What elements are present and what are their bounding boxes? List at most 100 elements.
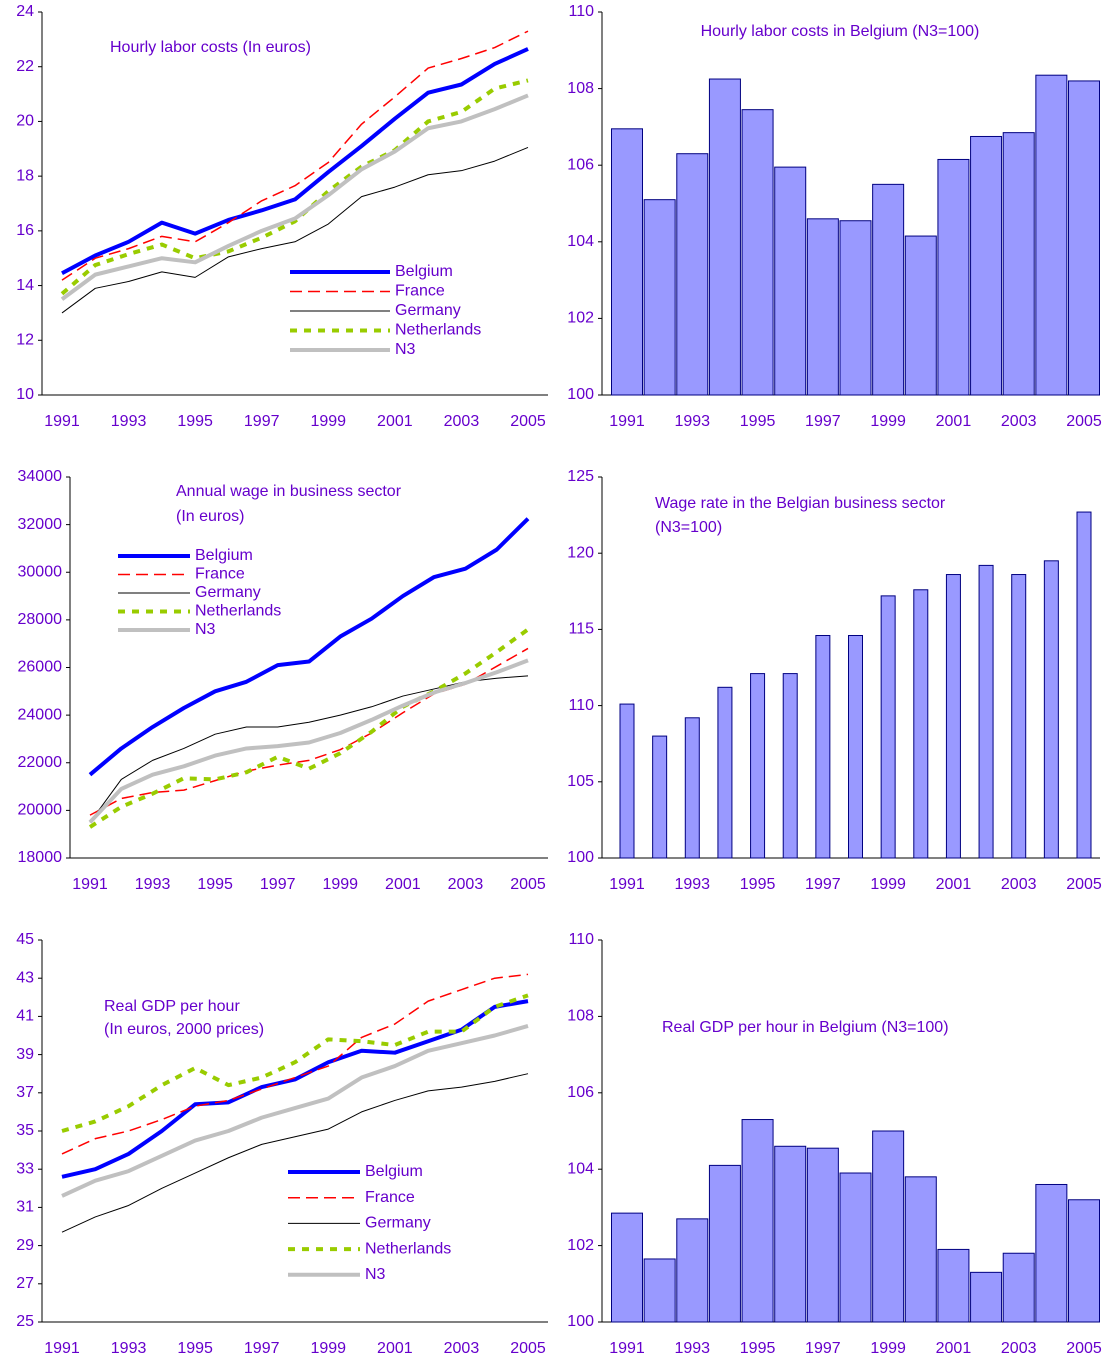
x-tick-label: 1993 [674,876,710,893]
x-tick-label: 1993 [111,413,147,430]
x-tick-label: 1997 [260,876,296,893]
y-tick-label: 45 [16,931,34,948]
bar [872,183,905,396]
bar [872,1130,905,1323]
line-series [61,47,529,276]
y-tick-label: 28000 [18,611,63,628]
y-tick-label: 100 [567,1313,594,1330]
bar [1068,1199,1100,1323]
x-tick-label: 2003 [444,1340,480,1357]
y-tick-label: 18 [16,167,34,184]
y-tick-label: 16 [16,222,34,239]
chart-title: (In euros, 2000 prices) [104,1021,264,1038]
line-series [88,627,530,829]
y-tick-label: 41 [16,1008,34,1025]
y-tick-label: 22 [16,58,34,75]
bar [937,158,970,396]
bar [1002,1252,1035,1323]
chart-title: Annual wage in business sector [176,483,402,500]
y-tick-label: 12 [16,332,34,349]
bar [782,673,798,859]
bar [806,1147,839,1323]
bar [839,1172,872,1323]
y-tick-label: 104 [567,1160,594,1177]
bar [839,220,872,396]
x-tick-label: 1995 [177,1340,213,1357]
legend-label: France [195,566,245,583]
y-tick-label: 35 [16,1122,34,1139]
x-tick-label: 1995 [740,876,776,893]
y-tick-label: 20 [16,113,34,130]
bar [652,735,668,859]
x-tick-label: 1995 [740,413,776,430]
y-tick-label: 30000 [18,563,63,580]
bar [708,78,741,396]
x-tick-label: 1991 [609,876,645,893]
y-tick-label: 100 [567,386,594,403]
y-tick-label: 108 [567,1008,594,1025]
y-tick-label: 110 [568,3,594,20]
y-tick-label: 10 [16,386,34,403]
y-tick-label: 43 [16,969,34,986]
y-tick-label: 29 [16,1237,34,1254]
bar [774,1145,807,1323]
x-tick-label: 2003 [444,413,480,430]
x-tick-label: 2003 [1001,413,1037,430]
line-series [61,993,529,1133]
x-tick-label: 2001 [377,413,413,430]
chart-title: Hourly labor costs in Belgium (N3=100) [701,23,980,40]
legend-label: Germany [365,1215,431,1232]
x-tick-label: 1991 [44,1340,80,1357]
x-tick-label: 1991 [609,1340,645,1357]
chart-title: Hourly labor costs (In euros) [110,39,311,56]
x-tick-label: 1995 [740,1340,776,1357]
bar [611,1212,643,1323]
y-tick-label: 33 [16,1160,34,1177]
x-tick-label: 2005 [510,1340,546,1357]
line-series [88,658,529,824]
y-tick-label: 120 [567,544,594,561]
bar [945,574,961,859]
x-tick-label: 2003 [1001,1340,1037,1357]
bar [774,166,807,396]
x-tick-label: 1999 [870,413,906,430]
y-tick-label: 102 [567,1237,594,1254]
y-tick-label: 39 [16,1046,34,1063]
chart-title: (In euros) [176,508,244,525]
bar [970,135,1003,396]
y-tick-label: 110 [568,931,594,948]
legend-label: France [365,1189,415,1206]
bar [741,109,774,396]
legend-label: N3 [195,621,216,638]
x-tick-label: 1997 [805,1340,841,1357]
chart-title: Real GDP per hour in Belgium (N3=100) [662,1019,949,1036]
x-tick-label: 2001 [936,876,972,893]
bar [1076,511,1092,859]
bar [848,634,863,859]
chart-title: Real GDP per hour [104,998,240,1015]
bar [913,589,929,859]
line-series [61,973,529,1155]
x-tick-label: 1999 [322,876,358,893]
y-tick-label: 27 [16,1275,34,1292]
x-tick-label: 2005 [1066,876,1102,893]
bar [741,1119,774,1323]
x-tick-label: 1991 [609,413,645,430]
bar [619,703,635,859]
x-tick-label: 2001 [385,876,421,893]
x-tick-label: 1993 [674,1340,710,1357]
x-tick-label: 1993 [111,1340,147,1357]
line-series [60,78,529,296]
y-tick-label: 105 [567,773,594,790]
bar [643,1258,676,1323]
x-tick-label: 1997 [805,413,841,430]
bar [1043,560,1059,859]
x-tick-label: 2003 [1001,876,1037,893]
x-tick-label: 1999 [310,1340,346,1357]
y-tick-label: 14 [16,277,34,294]
y-tick-label: 24000 [18,706,63,723]
bar [643,199,676,396]
legend-label: Netherlands [395,322,481,339]
bar [1035,74,1068,396]
bar [815,634,831,859]
